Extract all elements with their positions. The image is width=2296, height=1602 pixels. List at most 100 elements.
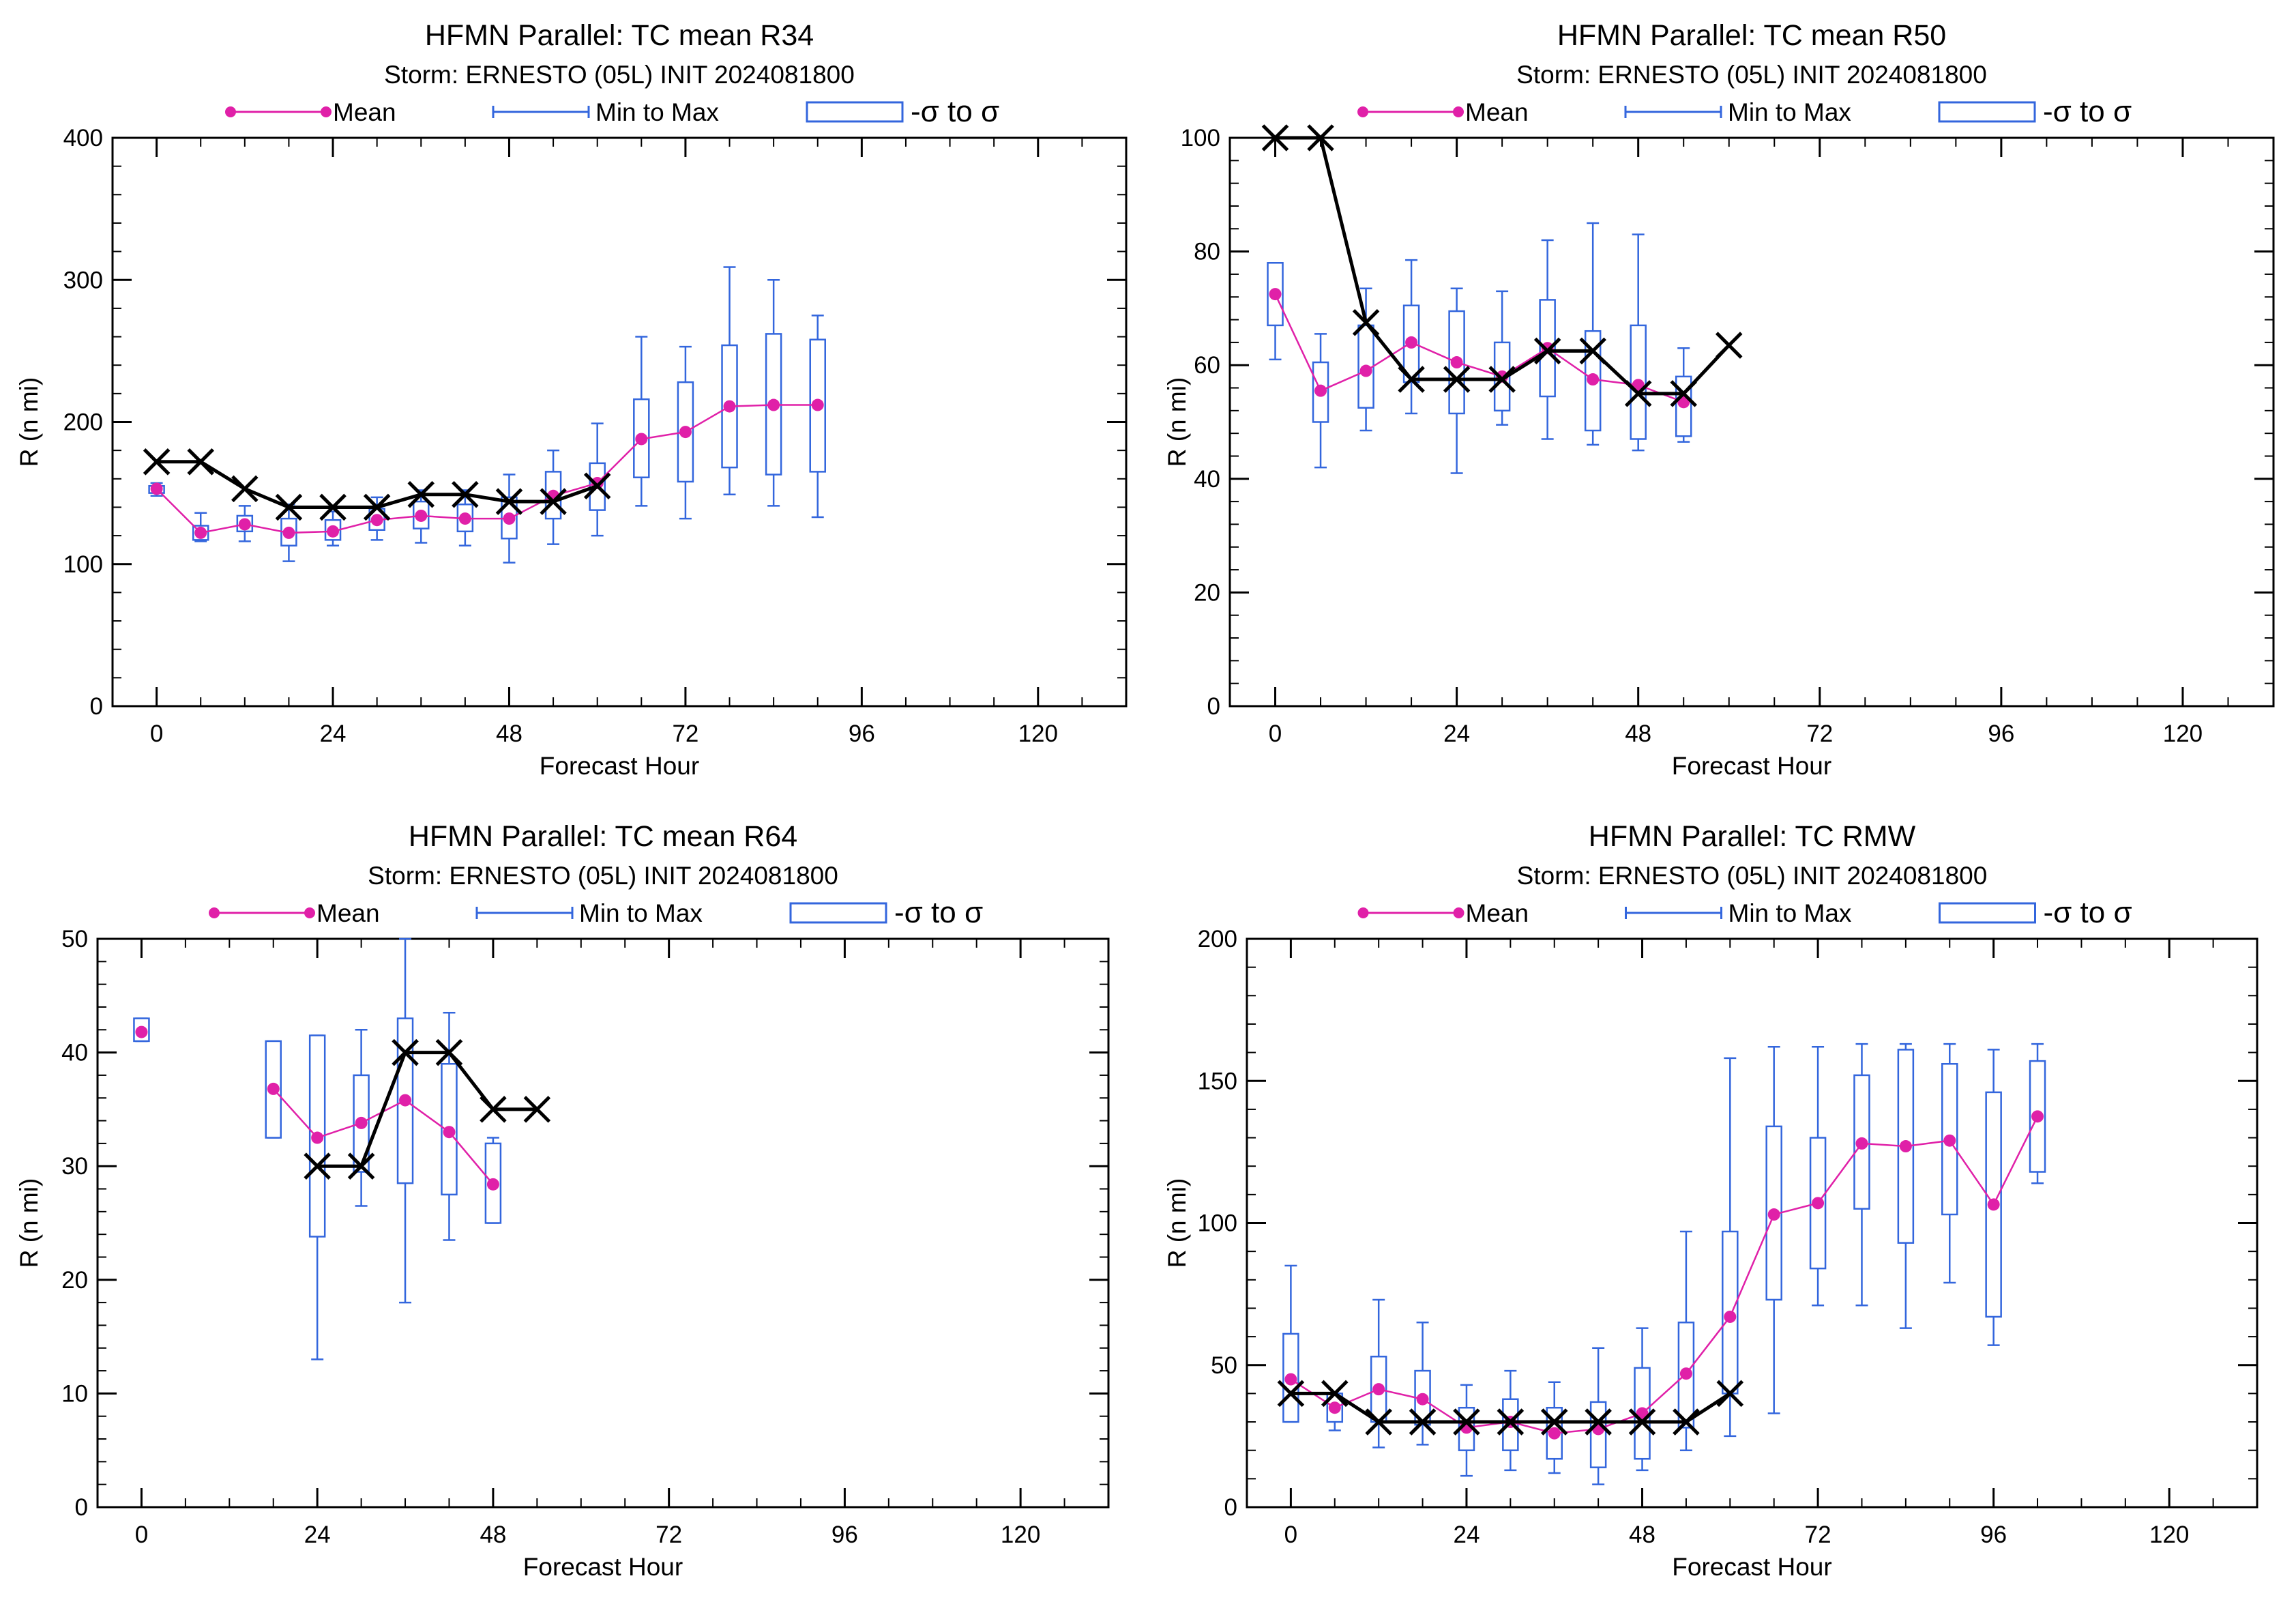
best-track-x-stroke	[304, 1152, 331, 1180]
y-tick-label: 200	[1198, 926, 1237, 952]
best-track-marker	[1261, 124, 1289, 151]
legend-sigma-label: -σ to σ	[2044, 896, 2132, 929]
x-tick-label: 24	[1443, 720, 1470, 747]
chart-panel-r50: HFMN Parallel: TC mean R50 Storm: ERNESTO…	[1148, 0, 2296, 801]
mean-point	[2031, 1110, 2044, 1123]
mean-point	[1767, 1208, 1780, 1221]
mean-point	[1548, 1427, 1561, 1440]
y-tick-label: 200	[63, 409, 103, 436]
best-track-marker	[1673, 1408, 1700, 1436]
box-whisker-78h	[1853, 1043, 1870, 1307]
mean-point	[399, 1094, 412, 1107]
chart-svg: HFMN Parallel: TC mean R50 Storm: ERNESTO…	[1163, 19, 2275, 780]
box-whisker-12h	[1357, 287, 1374, 432]
mean-point	[503, 512, 516, 525]
best-track-marker	[1715, 332, 1743, 359]
mean-point	[194, 526, 207, 539]
best-track-x-stroke	[495, 488, 523, 515]
y-tick-label: 150	[1198, 1068, 1237, 1094]
legend: Mean Min to Max -σ to σ	[209, 896, 983, 929]
mean-point	[1987, 1198, 2000, 1211]
best-track-marker	[495, 488, 523, 515]
best-track-marker	[1533, 337, 1561, 365]
best-track-x-stroke	[1453, 1408, 1480, 1436]
best-track-x-stroke	[435, 1038, 463, 1066]
y-axis-label: R (n mi)	[1163, 377, 1191, 467]
best-track-x-stroke	[1398, 366, 1425, 393]
x-axis-label: Forecast Hour	[1672, 1553, 1831, 1581]
legend-sigma-box	[789, 902, 887, 924]
best-track-marker	[304, 1152, 331, 1180]
best-track-marker	[523, 1096, 551, 1123]
best-track-marker	[1670, 380, 1697, 407]
legend-mean-marker	[1357, 106, 1368, 117]
x-tick-label: 48	[1629, 1521, 1655, 1548]
legend-mean-marker	[1357, 907, 1369, 918]
mean-point	[135, 1025, 148, 1038]
best-track-marker	[275, 493, 303, 521]
y-tick-label: 0	[90, 693, 103, 720]
best-track-marker	[1409, 1408, 1437, 1436]
mean-point	[1314, 384, 1327, 397]
mean-point	[767, 398, 780, 411]
best-track-marker	[363, 493, 391, 521]
box-whisker-42h	[1584, 222, 1602, 446]
box-whisker-66h	[1765, 1046, 1782, 1414]
chart-title: HFMN Parallel: TC mean R64	[409, 820, 797, 853]
legend-mean-marker	[304, 907, 315, 918]
x-tick-label: 24	[304, 1521, 331, 1548]
y-tick-label: 50	[61, 926, 88, 952]
mean-point	[1899, 1140, 1912, 1153]
legend-range-label: Min to Max	[595, 98, 719, 126]
x-tick-label: 120	[2163, 720, 2203, 747]
mean-point	[150, 482, 163, 495]
best-track-x-stroke	[1497, 1408, 1525, 1436]
mean-point	[415, 509, 428, 522]
legend-sigma-label: -σ to σ	[894, 896, 983, 929]
y-tick-label: 0	[1224, 1494, 1237, 1521]
box-whisker-90h	[809, 315, 826, 519]
best-track-marker	[1716, 1380, 1744, 1408]
chart-subtitle: Storm: ERNESTO (05L) INIT 2024081800	[384, 61, 855, 89]
legend-sigma-box	[1938, 101, 2036, 123]
best-track-marker	[319, 493, 347, 521]
x-axis-label: Forecast Hour	[523, 1553, 683, 1581]
y-tick-label: 80	[1194, 239, 1220, 265]
best-track-x-stroke	[1716, 1380, 1744, 1408]
mean-point	[1416, 1393, 1429, 1406]
best-track-x-stroke	[1488, 366, 1516, 393]
chart-svg: HFMN Parallel: TC RMW Storm: ERNESTO (05L…	[1163, 820, 2258, 1581]
best-track-marker	[1398, 366, 1425, 393]
box-whisker-6h	[1312, 333, 1329, 469]
legend-mean-marker	[209, 907, 220, 918]
x-tick-label: 72	[656, 1521, 682, 1548]
mean-point	[679, 426, 692, 439]
plot-frame	[111, 136, 1128, 708]
best-track-x-stroke	[1409, 1408, 1437, 1436]
mean-point	[1679, 1367, 1692, 1380]
x-axis-label: Forecast Hour	[1672, 752, 1831, 780]
chart-subtitle: Storm: ERNESTO (05L) INIT 2024081800	[1516, 61, 1987, 89]
x-tick-label: 48	[1625, 720, 1651, 747]
chart-subtitle: Storm: ERNESTO (05L) INIT 2024081800	[368, 862, 838, 890]
plot-frame	[1228, 136, 2275, 708]
box-whisker-24h	[308, 1034, 326, 1360]
box-whisker-0h	[1267, 262, 1284, 361]
x-tick-label: 48	[496, 720, 523, 747]
best-track-marker	[1352, 308, 1380, 336]
box-whisker-48h	[484, 1137, 502, 1224]
box-whisker-60h	[1722, 1057, 1739, 1438]
y-axis-label: R (n mi)	[1163, 1178, 1191, 1268]
best-track-x-stroke	[1540, 1408, 1568, 1436]
x-tick-label: 48	[480, 1521, 506, 1548]
mean-point	[282, 526, 295, 539]
legend-mean-label: Mean	[317, 899, 380, 927]
best-track-x-stroke	[1533, 337, 1561, 365]
mean-point	[238, 518, 251, 531]
plot-frame	[96, 937, 1110, 1509]
box-whisker-78h	[721, 266, 738, 495]
chart-svg: HFMN Parallel: TC mean R64 Storm: ERNESTO…	[15, 820, 1110, 1581]
y-tick-label: 40	[61, 1040, 88, 1066]
best-track-x-stroke	[1624, 380, 1652, 407]
mean-point	[486, 1178, 499, 1191]
